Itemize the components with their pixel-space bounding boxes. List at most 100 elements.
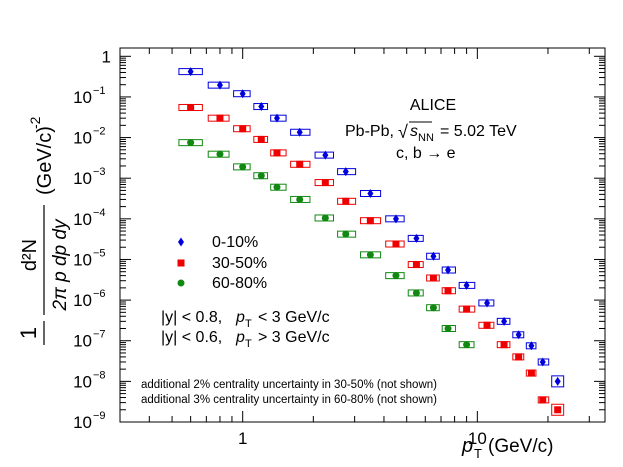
data-point [367,189,374,199]
syst-box [385,215,405,223]
x-label-subscript: T [474,446,482,461]
data-point [528,341,535,351]
x-label-symbol: p [461,435,473,457]
cut-1-pt-sub: T [245,318,252,330]
data-point [463,341,471,349]
x-tick-label: 10 [468,429,487,448]
data-point [216,150,224,158]
data-point [515,353,523,361]
cut-2-y: |y| < 0.6, [161,329,222,346]
syst-box [207,81,230,89]
data-point [239,89,246,99]
data-point [527,369,535,377]
data-point [342,197,350,205]
y-tick-label-base: 10 [73,413,92,432]
data-point [413,233,420,243]
data-point [554,376,561,386]
x-tick-labels: 1 10 [238,429,487,448]
y-label-unit: (GeV/c) [34,126,56,195]
legend-marker [177,259,185,267]
data-point [484,298,491,308]
y-tick-label-exp: −6 [93,288,106,300]
axis-ticks [119,48,605,423]
data-point [239,125,247,133]
y-tick-label-exp: −5 [93,247,106,259]
data-point [187,103,195,111]
data-point [296,127,303,137]
data-point [239,163,247,171]
y-tick-label-base: 10 [73,332,92,351]
y-label-denominator: 2π p dp dy [50,218,71,311]
note-centrality-30-50: additional 2% centrality uncertainty in … [141,379,437,391]
cut-1-rest: < 3 GeV/c [258,309,330,326]
data-point [463,280,470,290]
system-energy: = 5.02 TeV [440,123,517,140]
y-tick-label-exp: −1 [93,85,106,97]
cut-1-pt: p [235,309,245,326]
data-point [273,113,280,123]
y-label-unit-exponent: -2 [27,116,43,129]
syst-box [314,151,335,159]
data-point [412,261,420,269]
data-point [187,67,194,77]
data-point [444,287,452,295]
data-point [483,321,491,329]
data-point [392,240,400,248]
y-tick-label-base: 10 [73,88,92,107]
syst-box [551,375,565,388]
y-tick-label-base: 10 [73,129,92,148]
data-point [430,251,437,261]
data-point [501,316,508,326]
y-tick-label-base: 10 [73,210,92,229]
data-point [321,179,329,187]
data-point [342,230,350,238]
data-point [321,214,329,222]
y-label-d2n: d²N [19,239,41,271]
y-tick-label-exp: −9 [93,410,106,422]
data-point [539,357,546,367]
system-label: Pb-Pb, √ s NN = 5.02 TeV [345,121,517,144]
data-point [445,265,452,275]
data-point [392,272,400,280]
y-tick-label: 1 [102,47,111,66]
cut-1-y: |y| < 0.8, [161,309,222,326]
data-markers [187,67,562,414]
data-point [366,251,374,259]
data-point [296,195,304,203]
syst-box [551,403,565,416]
data-point [429,274,437,282]
process-label: c, b → e [396,145,456,162]
data-point [257,172,265,180]
legend-marker [178,237,184,247]
data-point [366,217,374,225]
y-axis-label: 1 2π p dp dy d²N (GeV/c) -2 [16,116,71,345]
data-point [392,214,399,224]
legend-label-0-10: 0-10% [212,234,258,251]
cut-2-pt-sub: T [245,338,252,350]
x-axis-label: p T (GeV/c) [461,435,553,461]
cut-line-2: |y| < 0.6, p T > 3 GeV/c [161,329,330,350]
syst-box [270,114,287,122]
legend-marker [177,279,185,287]
data-point [273,149,281,157]
data-point [322,150,329,160]
note-centrality-60-80: additional 3% centrality uncertainty in … [141,394,437,406]
y-tick-labels: 110−110−210−310−410−510−610−710−810−9 [73,47,111,432]
data-point [412,289,420,297]
legend-label-60-80: 60-80% [212,275,267,292]
y-tick-label-exp: −3 [93,166,106,178]
data-point [216,114,224,122]
y-tick-label-exp: −2 [93,126,106,138]
legend: 0-10% 30-50% 60-80% [177,234,267,292]
data-point [257,135,265,143]
y-tick-label-base: 10 [73,169,92,188]
data-point [258,102,265,112]
data-point [554,406,562,414]
cut-line-1: |y| < 0.8, p T < 3 GeV/c [161,309,330,330]
x-label-unit: (GeV/c) [488,436,553,457]
y-tick-label-base: 10 [73,291,92,310]
system-sqrt-symbol: √ [398,122,408,142]
data-point [273,183,281,191]
data-point [296,160,304,168]
experiment-label: ALICE [410,97,456,114]
